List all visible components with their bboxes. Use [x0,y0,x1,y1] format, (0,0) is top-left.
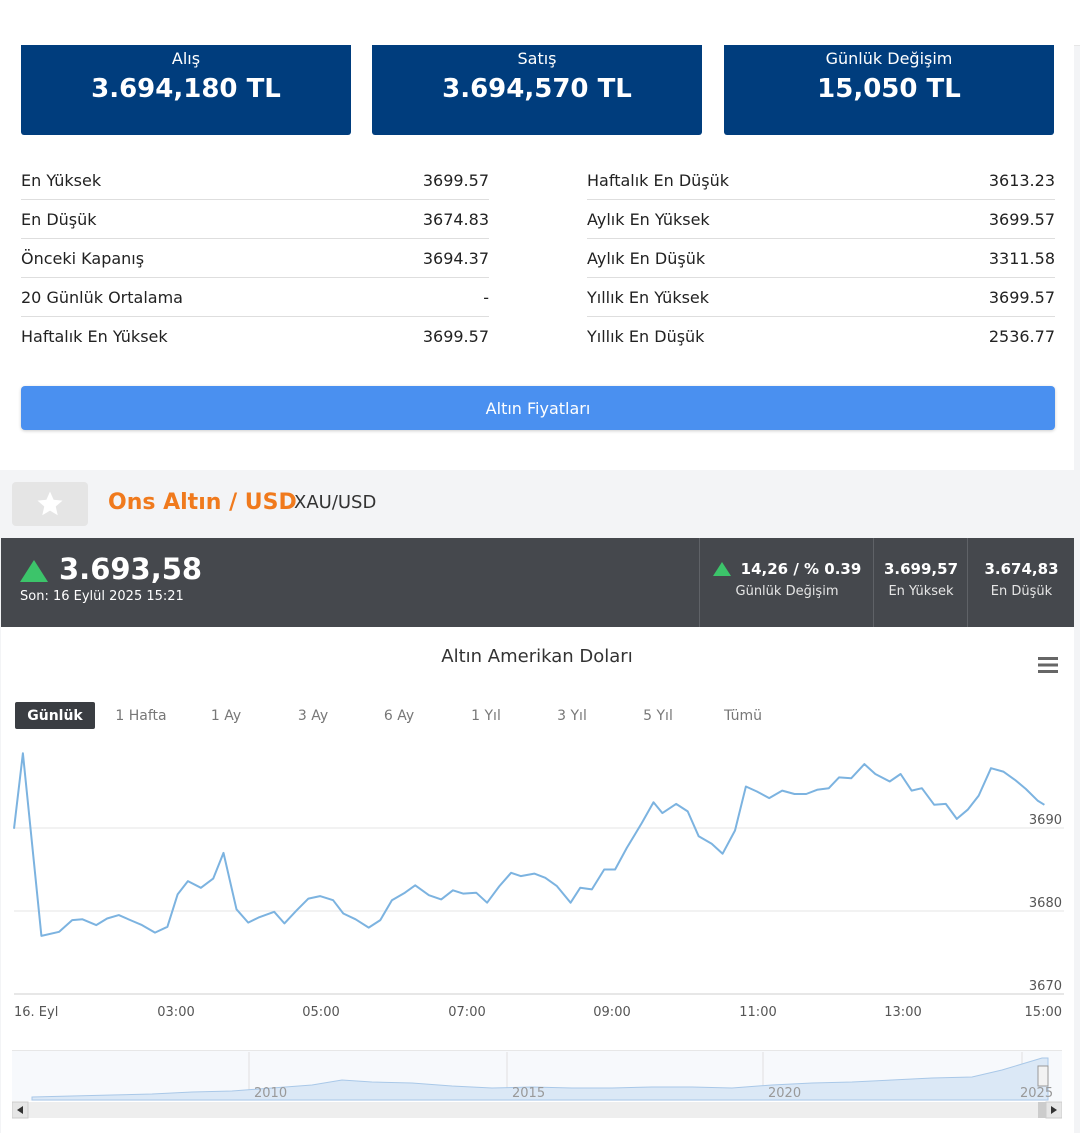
navigator-scrollbar-thumb[interactable] [1038,1102,1048,1118]
instrument-code: XAU/USD [294,492,377,513]
range-button-3-ay[interactable]: 3 Ay [297,707,329,724]
stats-row: Aylık En Düşük 3311.58 [587,239,1055,278]
low-label: En Düşük [990,584,1053,599]
instrument-title: Ons Altın / USD [108,490,297,515]
stats-value: 2536.77 [988,326,1055,346]
stats-label: 20 Günlük Ortalama [21,287,183,307]
daily-change-cell: 14,26 / % 0.39 Günlük Değişim [699,538,874,627]
stats-label: Haftalık En Düşük [587,170,730,190]
stats-value: 3694.37 [422,248,489,268]
stats-label: Önceki Kapanış [21,248,145,268]
stats-row: Yıllık En Düşük 2536.77 [587,317,1055,355]
x-tick-label: 09:00 [593,1005,630,1020]
range-button-tumu[interactable]: Tümü [723,707,762,724]
current-price: 3.693,58 [59,552,203,586]
stats-value: 3311.58 [988,248,1055,268]
star-icon [37,491,63,516]
stats-row: Haftalık En Düşük 3613.23 [587,161,1055,200]
navigator-handle[interactable] [1037,1065,1049,1087]
stats-label: En Düşük [21,209,97,229]
chart-panel [1,627,1074,1133]
range-button-5-yil[interactable]: 5 Yıl [643,707,673,724]
navigator-label: 2020 [768,1086,801,1101]
low-cell: 3.674,83 En Düşük [967,538,1075,627]
stats-value: 3613.23 [988,170,1055,190]
price-series-line [13,752,1045,937]
arrow-left-icon [17,1106,23,1114]
x-tick-label: 13:00 [884,1005,921,1020]
stats-value: 3699.57 [988,209,1055,229]
x-tick-label: 11:00 [739,1005,776,1020]
favorite-button[interactable] [12,482,88,526]
daily-change-box: Günlük Değişim 15,050 TL [724,45,1054,135]
x-tick-label: 07:00 [448,1005,485,1020]
daily-change-label: Günlük Değişim [825,49,953,68]
range-button-1-yil[interactable]: 1 Yıl [471,707,501,724]
high-cell: 3.699,57 En Yüksek [873,538,968,627]
stats-value: 3699.57 [422,326,489,346]
range-button-1-ay[interactable]: 1 Ay [210,707,242,724]
low-value: 3.674,83 [984,560,1059,578]
navigator-label: 2010 [254,1086,287,1101]
stats-value: - [483,287,489,307]
x-tick-label: 15:00 [1025,1005,1062,1020]
gold-prices-button[interactable]: Altın Fiyatları [21,386,1055,430]
navigator-scrollbar-track[interactable] [12,1102,1062,1118]
y-tick-label: 3670 [1029,979,1062,994]
stats-label: Yıllık En Yüksek [587,287,710,307]
navigator-label: 2015 [512,1086,545,1101]
range-button-3-yil[interactable]: 3 Yıl [557,707,587,724]
stats-table-right: Haftalık En Düşük 3613.23 Aylık En Yüksek… [587,161,1055,355]
range-button-6-ay[interactable]: 6 Ay [383,707,415,724]
x-tick-label: 03:00 [157,1005,194,1020]
quote-bar: 3.693,58 Son: 16 Eylül 2025 15:21 14,26 … [1,538,1074,627]
x-tick-label: 05:00 [302,1005,339,1020]
last-update: Son: 16 Eylül 2025 15:21 [20,589,184,604]
stats-row: En Yüksek 3699.57 [21,161,489,200]
stats-value: 3674.83 [422,209,489,229]
up-arrow-icon [712,562,731,576]
navigator-label: 2025 [1020,1086,1053,1101]
stats-row: Önceki Kapanış 3694.37 [21,239,489,278]
change-label: Günlük Değişim [735,584,839,599]
high-value: 3.699,57 [883,560,959,578]
menu-icon[interactable] [1036,655,1060,675]
stats-row: Yıllık En Yüksek 3699.57 [587,278,1055,317]
stats-row: Aylık En Yüksek 3699.57 [587,200,1055,239]
y-tick-label: 3680 [1029,896,1062,911]
satis-box: Satış 3.694,570 TL [372,45,702,135]
chart-title: Altın Amerikan Doları [441,646,633,667]
stats-label: Aylık En Düşük [587,248,706,268]
alis-label: Alış [171,49,201,68]
stats-label: En Yüksek [21,170,102,190]
x-tick-label: 16. Eyl [14,1005,58,1020]
y-tick-label: 3690 [1029,813,1062,828]
satis-value: 3.694,570 TL [442,74,632,104]
top-header-strip [0,0,1080,46]
stats-value: 3699.57 [988,287,1055,307]
stats-label: Haftalık En Yüksek [21,326,168,346]
stats-label: Aylık En Yüksek [587,209,710,229]
satis-label: Satış [517,49,557,68]
stats-table-left: En Yüksek 3699.57 En Düşük 3674.83 Önceki … [21,161,489,355]
stats-label: Yıllık En Düşük [587,326,705,346]
high-label: En Yüksek [888,584,954,599]
arrow-right-icon [1051,1106,1057,1114]
stats-value: 3699.57 [422,170,489,190]
range-button-gunluk[interactable]: Günlük [15,702,95,729]
change-value: 14,26 / % 0.39 [740,560,862,578]
daily-change-value: 15,050 TL [817,74,961,104]
stats-row: 20 Günlük Ortalama - [21,278,489,317]
stats-row: En Düşük 3674.83 [21,200,489,239]
price-line-chart[interactable]: 3690 3680 3670 16. Eyl 03:00 05:00 07:00… [0,740,1074,1040]
alis-value: 3.694,180 TL [91,74,281,104]
alis-box: Alış 3.694,180 TL [21,45,351,135]
range-button-1-hafta[interactable]: 1 Hafta [115,707,167,724]
stats-row: Haftalık En Yüksek 3699.57 [21,317,489,355]
chart-navigator[interactable]: 2010 2015 2020 2025 [12,1050,1062,1120]
up-arrow-icon [20,560,48,582]
navigator-series [31,1057,1049,1101]
